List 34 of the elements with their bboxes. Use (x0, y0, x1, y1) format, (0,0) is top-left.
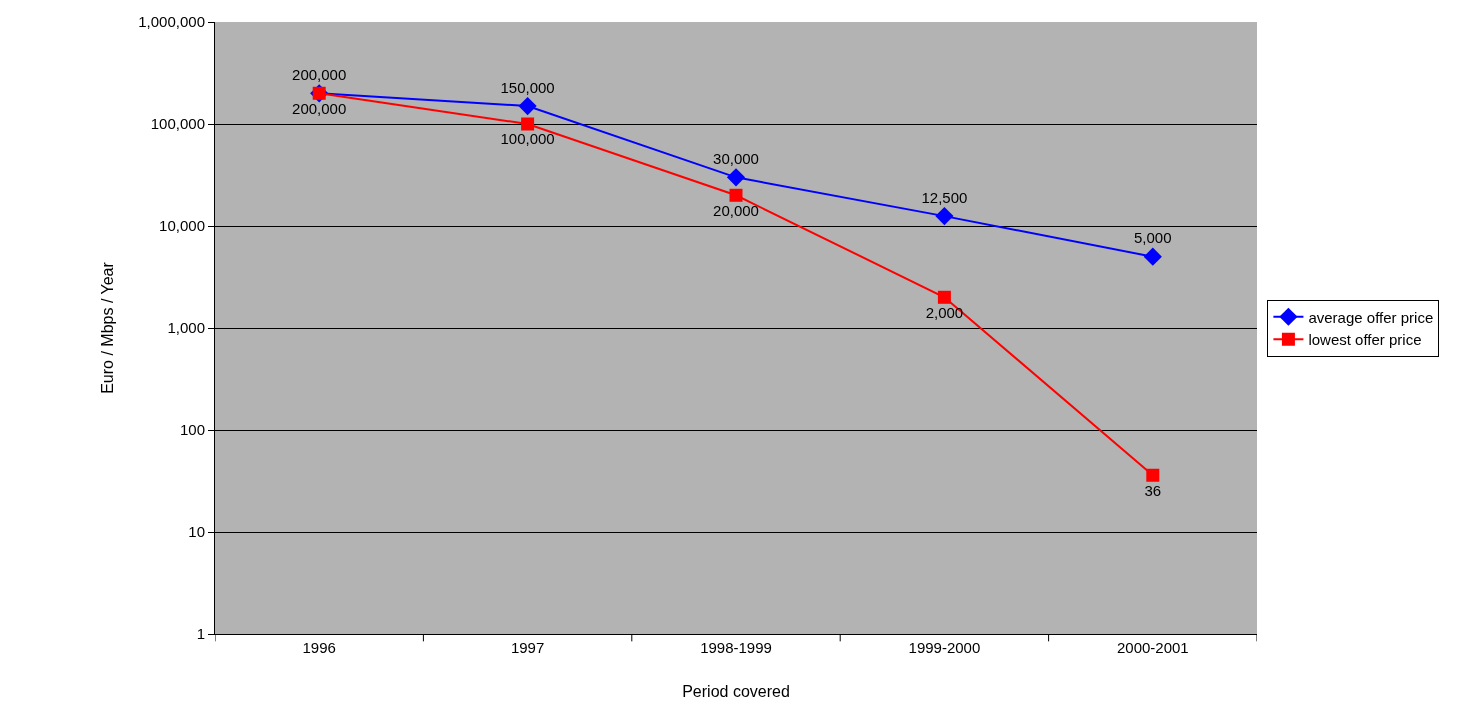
point (1143, 247, 1162, 266)
data-label: 150,000 (500, 78, 555, 96)
point (726, 168, 746, 187)
y-tick-label: 10 (188, 523, 205, 541)
legend-label: average offer price (1308, 308, 1434, 326)
point (518, 96, 537, 116)
y-tick-label: 100 (179, 421, 205, 439)
y-tick-label: 100,000 (150, 115, 205, 133)
data-label: 30,000 (713, 149, 759, 167)
x-tick-label: 1996 (302, 639, 336, 656)
y-axis-title: Euro / Mbps / Year (99, 261, 117, 394)
x-tick-label: 2000-2001 (1116, 639, 1189, 656)
data-label: 5,000 (1134, 229, 1172, 247)
data-label: 2,000 (925, 303, 964, 321)
y-tick-label: 1,000,000 (138, 13, 205, 31)
point (935, 207, 954, 226)
legend-label: lowest offer price (1308, 331, 1422, 349)
point (1146, 468, 1160, 482)
x-axis-title: Period covered (682, 682, 790, 700)
y-tick-label: 10,000 (159, 217, 205, 235)
x-tick-label: 1999-2000 (908, 639, 981, 656)
point (521, 117, 535, 131)
data-label: 200,000 (292, 65, 347, 83)
point (729, 188, 743, 202)
y-tick-label: 1 (196, 625, 205, 643)
data-label: 100,000 (500, 130, 555, 148)
point (937, 290, 951, 304)
data-label: 36 (1144, 481, 1162, 499)
x-tick-label: 1997 (510, 639, 545, 656)
data-label: 200,000 (292, 99, 347, 117)
x-tick-label: 1998-1999 (700, 639, 772, 656)
y-tick-label: 1,000 (167, 319, 205, 337)
data-label: 20,000 (713, 201, 759, 219)
data-label: 12,500 (921, 188, 968, 206)
